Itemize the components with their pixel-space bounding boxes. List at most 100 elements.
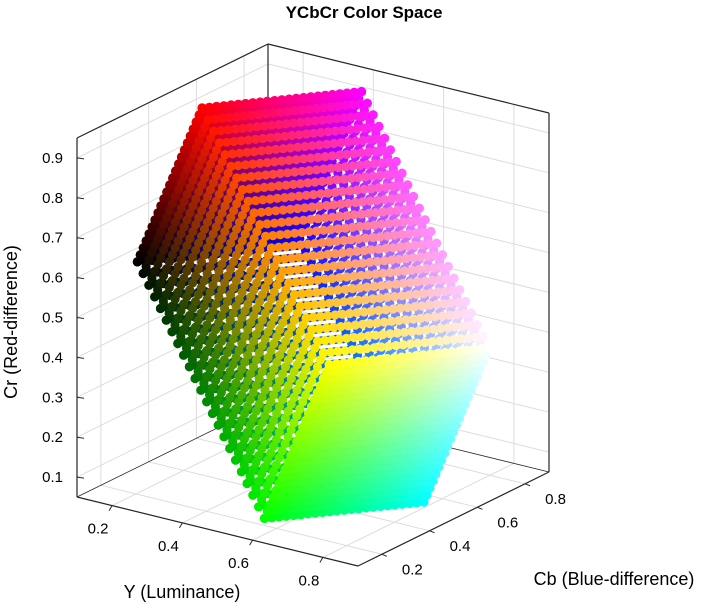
data-point: [193, 315, 203, 325]
data-point: [366, 306, 376, 316]
z-tick: [76, 317, 85, 319]
y-axis-line: [357, 471, 550, 567]
data-point: [264, 145, 274, 155]
data-point: [199, 327, 209, 337]
data-point: [278, 144, 288, 154]
data-point: [234, 320, 244, 330]
box-edge: [76, 43, 269, 139]
data-point: [211, 145, 222, 155]
data-point: [246, 292, 256, 302]
data-point: [240, 280, 250, 290]
data-point: [266, 346, 276, 356]
data-point: [289, 392, 299, 402]
data-point: [346, 357, 356, 367]
data-point: [234, 294, 244, 304]
data-point: [258, 133, 268, 144]
data-point: [280, 131, 290, 141]
data-point: [275, 273, 285, 283]
data-point: [381, 182, 391, 192]
data-point: [203, 140, 213, 150]
data-point: [382, 170, 393, 180]
tick-labels: 0.2 0.4 0.6 0.8 0.2 0.4 0.6 0.8 0.1 0.2 0.3 0.4 0.5 0…: [42, 150, 566, 590]
data-point: [200, 122, 210, 132]
data-point: [342, 333, 352, 343]
data-point: [208, 331, 218, 342]
data-point: [213, 420, 223, 430]
data-point: [182, 266, 192, 276]
data-point: [358, 319, 368, 329]
data-point: [246, 343, 256, 353]
z-tick-label: 0.6: [42, 270, 63, 287]
data-point: [249, 285, 259, 295]
data-point: [442, 335, 452, 345]
data-point: [365, 319, 375, 329]
data-point: [170, 269, 180, 279]
data-point: [374, 305, 384, 316]
data-point: [225, 366, 235, 377]
data-point: [291, 216, 301, 226]
data-point: [170, 294, 180, 304]
data-point: [266, 243, 276, 253]
data-point: [326, 225, 336, 235]
data-point: [191, 117, 201, 127]
data-point: [173, 338, 183, 349]
data-point: [321, 262, 332, 272]
z-tick-label: 0.9: [42, 150, 63, 167]
data-point: [229, 206, 239, 216]
data-point: [394, 254, 404, 264]
data-point: [202, 269, 212, 279]
data-point: [423, 251, 433, 261]
data-point: [427, 337, 437, 347]
y-tick-label: 0.2: [402, 561, 423, 578]
data-point: [202, 345, 212, 356]
data-point: [320, 335, 330, 346]
data-point: [362, 343, 372, 354]
data-point: [350, 259, 361, 269]
data-point: [315, 381, 325, 391]
data-point: [251, 432, 261, 442]
data-point: [413, 338, 423, 348]
data-point: [331, 359, 342, 369]
data-point: [284, 155, 294, 165]
data-point: [167, 250, 177, 260]
data-point: [236, 136, 246, 146]
data-point: [353, 173, 364, 183]
data-point: [330, 249, 340, 259]
data-point: [260, 283, 270, 293]
data-point: [356, 87, 367, 97]
data-point: [361, 172, 371, 182]
data-point: [254, 425, 264, 435]
data-point: [324, 298, 334, 308]
data-point: [226, 213, 236, 223]
data-point: [255, 245, 265, 255]
data-point: [193, 290, 203, 300]
data-point: [231, 250, 242, 260]
data-point: [340, 162, 351, 172]
data-point: [430, 312, 440, 322]
data-point: [217, 259, 227, 269]
floor-grid-line: [322, 462, 515, 558]
data-point: [275, 299, 285, 309]
data-point: [288, 179, 298, 189]
data-point: [263, 327, 273, 337]
data-point: [254, 476, 264, 486]
data-point: [246, 215, 256, 225]
data-point: [345, 308, 355, 319]
data-point: [281, 285, 291, 295]
data-point: [356, 209, 366, 219]
data-point: [311, 165, 322, 175]
data-point: [219, 432, 229, 442]
data-point: [240, 229, 250, 239]
data-point: [231, 378, 241, 388]
data-point: [197, 206, 207, 216]
data-point: [190, 348, 200, 358]
data-point: [340, 346, 350, 356]
data-point: [355, 222, 365, 232]
data-point: [269, 339, 279, 349]
data-point: [427, 275, 437, 285]
data-point: [225, 418, 235, 428]
data-point: [251, 196, 261, 206]
data-point: [225, 290, 236, 300]
data-point: [307, 350, 317, 360]
data-point: [238, 185, 248, 195]
